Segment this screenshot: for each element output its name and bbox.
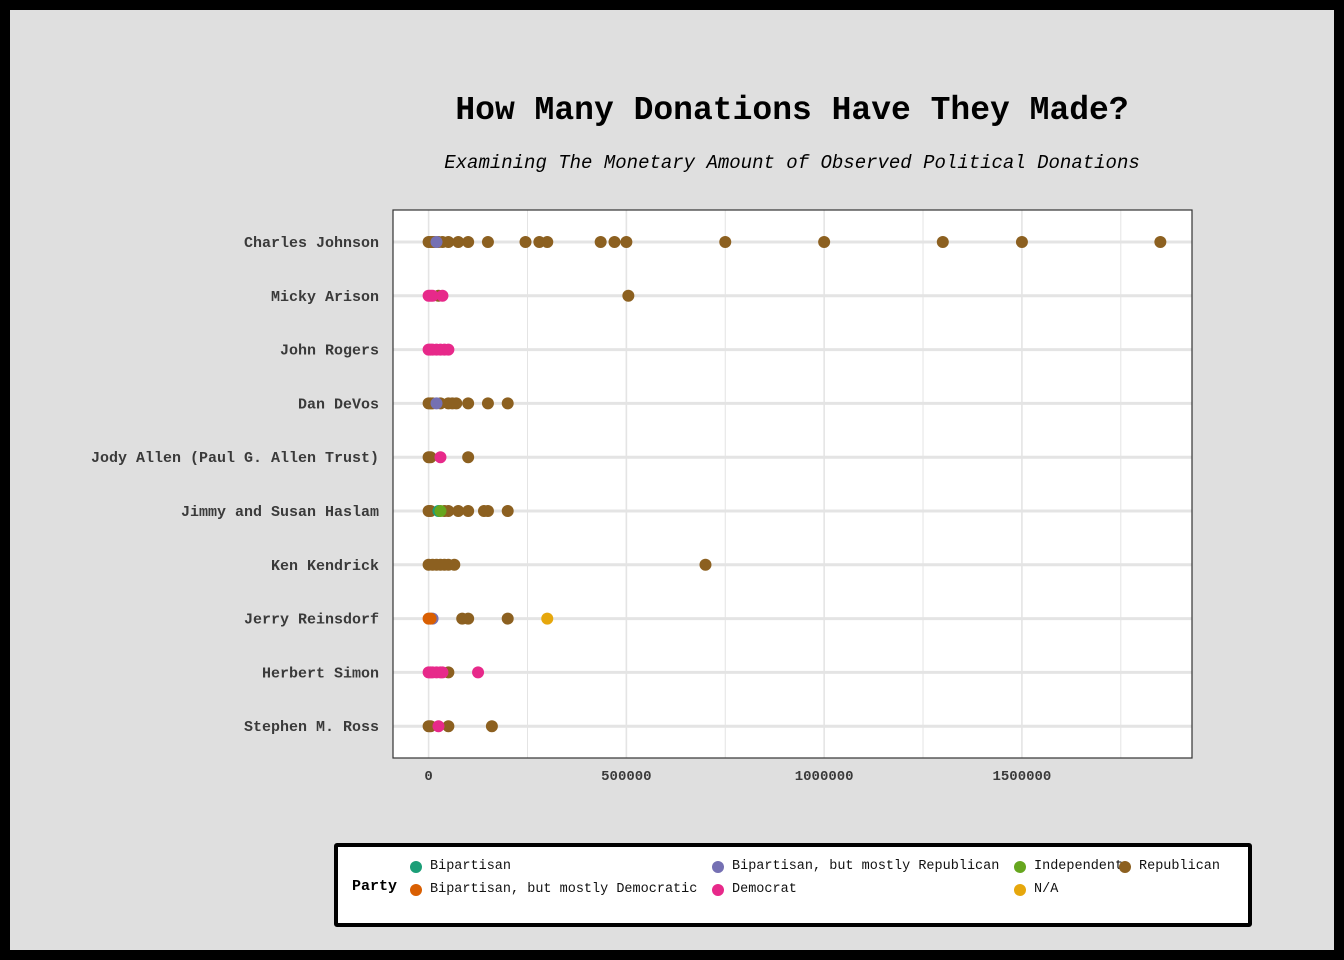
data-point xyxy=(430,236,443,248)
y-tick-label: Herbert Simon xyxy=(262,665,379,682)
data-point xyxy=(442,720,455,733)
legend-item: Bipartisan xyxy=(410,859,511,874)
legend-item: Bipartisan, but mostly Republican xyxy=(712,859,999,874)
data-point xyxy=(434,505,447,517)
scatter-chart: Charles Johnson Micky Arison John Rogers Da… xyxy=(91,209,1193,785)
data-point xyxy=(450,397,463,410)
x-tick-label: 1000000 xyxy=(795,769,854,785)
legend-swatch xyxy=(1014,883,1026,896)
x-tick-label: 500000 xyxy=(601,769,651,785)
y-tick-label: Jerry Reinsdorf xyxy=(244,612,379,629)
legend-swatch xyxy=(712,883,724,896)
legend-item: Republican xyxy=(1119,859,1220,874)
data-point xyxy=(481,236,494,248)
data-point xyxy=(936,236,949,248)
data-point xyxy=(1015,236,1028,248)
data-point xyxy=(622,289,635,302)
data-point xyxy=(462,236,475,248)
data-point xyxy=(620,236,633,248)
data-point xyxy=(541,612,554,625)
data-point xyxy=(426,289,439,302)
data-point xyxy=(436,666,449,679)
data-point xyxy=(818,236,831,248)
data-point xyxy=(501,397,514,410)
data-point xyxy=(472,666,485,679)
data-point xyxy=(430,397,443,410)
y-tick-label: Jody Allen (Paul G. Allen Trust) xyxy=(91,450,379,467)
legend-swatch xyxy=(712,860,724,873)
y-tick-label: John Rogers xyxy=(280,343,379,360)
legend-label: Bipartisan, but mostly Democratic xyxy=(430,882,698,897)
data-point xyxy=(462,612,475,625)
x-tick-label: 0 xyxy=(424,769,432,785)
grid-lines xyxy=(393,210,1192,758)
y-tick-label: Micky Arison xyxy=(271,289,379,306)
data-point xyxy=(719,236,732,248)
legend-label: N/A xyxy=(1034,882,1059,897)
legend-label: Republican xyxy=(1139,859,1221,874)
data-point xyxy=(699,558,712,571)
data-point xyxy=(485,720,498,733)
data-point xyxy=(424,612,437,625)
legend-label: Democrat xyxy=(732,882,797,897)
legend-title: Party xyxy=(352,878,398,895)
legend-item: Democrat xyxy=(712,882,797,897)
chart-title: How Many Donations Have They Made? xyxy=(455,92,1129,129)
data-point xyxy=(432,720,445,733)
legend-swatch xyxy=(1014,860,1026,873)
data-point xyxy=(481,505,494,517)
data-point xyxy=(434,451,447,464)
legend-swatch xyxy=(410,883,422,896)
chart-subtitle: Examining The Monetary Amount of Observe… xyxy=(444,152,1140,174)
data-points xyxy=(422,236,1167,733)
y-tick-label: Ken Kendrick xyxy=(271,558,379,575)
data-point xyxy=(594,236,607,248)
y-tick-label: Stephen M. Ross xyxy=(244,719,379,736)
y-tick-label: Dan DeVos xyxy=(298,396,379,413)
legend-item: N/A xyxy=(1014,882,1058,897)
data-point xyxy=(481,397,494,410)
x-tick-label: 1500000 xyxy=(993,769,1052,785)
plot-panel-border xyxy=(392,209,1193,759)
x-axis-tick-labels: 0 500000 1000000 1500000 xyxy=(424,769,1051,785)
y-tick-label: Jimmy and Susan Haslam xyxy=(181,504,379,521)
data-point xyxy=(519,236,532,248)
y-axis-labels: Charles Johnson Micky Arison John Rogers Da… xyxy=(91,235,379,736)
data-point xyxy=(541,236,554,248)
data-point xyxy=(452,236,465,248)
data-point xyxy=(501,612,514,625)
data-point xyxy=(452,505,465,517)
legend-swatch xyxy=(1119,860,1131,873)
data-point xyxy=(424,451,437,464)
data-point xyxy=(1154,236,1167,248)
legend-label: Independent xyxy=(1034,859,1124,874)
data-point xyxy=(501,505,514,517)
data-point xyxy=(608,236,621,248)
legend-item: Bipartisan, but mostly Democratic xyxy=(410,882,697,897)
data-point xyxy=(462,505,475,517)
legend: Party Bipartisan Bipartisan, but mostly R… xyxy=(334,843,1252,927)
data-point xyxy=(462,451,475,464)
legend-label: Bipartisan xyxy=(430,859,512,874)
data-point xyxy=(442,236,455,248)
legend-label: Bipartisan, but mostly Republican xyxy=(732,859,1000,874)
data-point xyxy=(448,558,461,571)
data-point xyxy=(436,289,449,302)
data-point xyxy=(442,343,455,356)
legend-item: Independent xyxy=(1014,859,1123,874)
plot-panel xyxy=(393,210,1192,758)
data-point xyxy=(462,397,475,410)
y-tick-label: Charles Johnson xyxy=(244,235,379,252)
legend-swatch xyxy=(410,860,422,873)
